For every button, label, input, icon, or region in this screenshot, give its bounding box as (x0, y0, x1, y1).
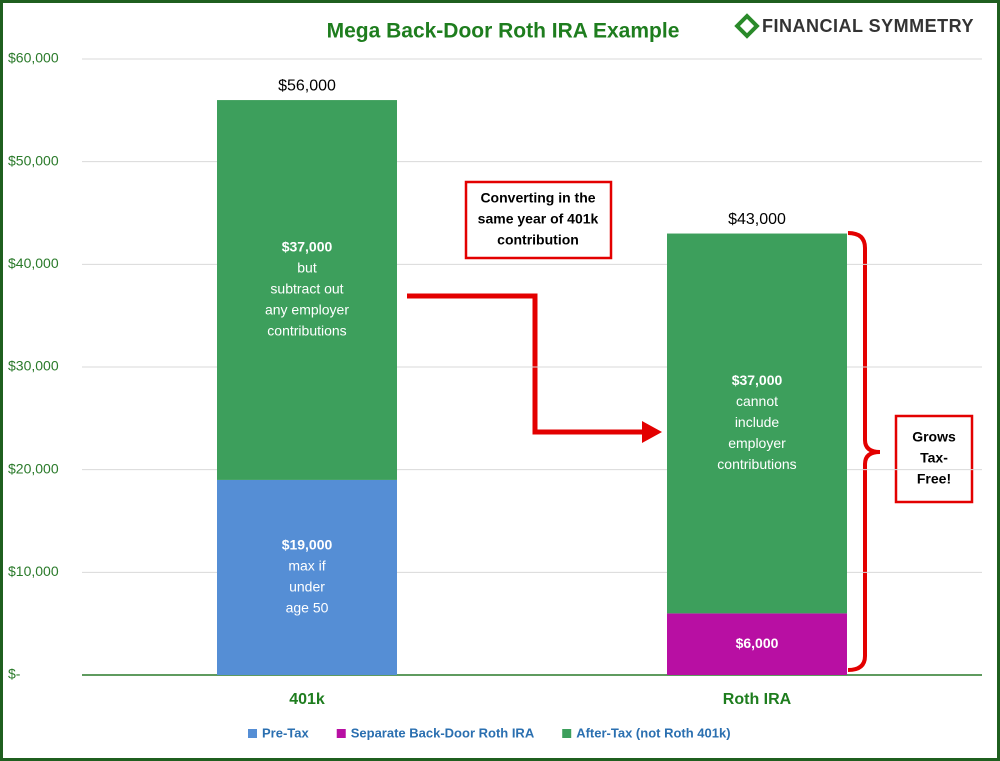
segment-note: cannot (736, 393, 778, 409)
y-tick-label: $60,000 (8, 50, 59, 66)
legend-swatch (336, 729, 346, 738)
value-label: $19,000 (282, 537, 333, 553)
annotation-text: Tax- (920, 450, 948, 466)
annotation-box (894, 414, 974, 504)
annotation-text: Converting in the (480, 190, 595, 206)
legend-label: Separate Back-Door Roth IRA (351, 725, 535, 740)
segment-note: subtract out (270, 281, 343, 297)
legend-label: After-Tax (not Roth 401k) (576, 725, 730, 740)
legend-swatch (248, 729, 257, 738)
segment-note: include (735, 414, 780, 430)
y-tick-label: $40,000 (8, 255, 59, 271)
segment-note: any employer (265, 302, 349, 318)
logo-icon (734, 13, 760, 39)
annotation-text: contribution (497, 232, 579, 248)
annotation-text: Grows (912, 429, 956, 445)
segment-note: but (297, 260, 317, 276)
chart-title: Mega Back-Door Roth IRA Example (327, 20, 680, 43)
bar-segment (217, 479, 397, 675)
value-label: $37,000 (282, 239, 333, 255)
annotation-text: same year of 401k (478, 211, 599, 227)
y-tick-label: $30,000 (8, 358, 59, 374)
segment-note: contributions (717, 456, 796, 472)
x-tick-label: Roth IRA (723, 691, 792, 708)
y-tick-label: $50,000 (8, 152, 59, 168)
bar-segment (217, 100, 397, 480)
bar-segment (667, 613, 847, 675)
segment-note: under (289, 579, 325, 595)
legend-label: Pre-Tax (262, 725, 309, 740)
y-tick-label: $10,000 (8, 563, 59, 579)
segment-note: employer (728, 435, 786, 451)
annotation-text: Free! (917, 471, 951, 487)
segment-note: age 50 (286, 600, 329, 616)
annotation-box (464, 180, 613, 260)
bar-segment (667, 233, 847, 614)
legend-swatch (562, 729, 572, 738)
y-tick-label: $20,000 (8, 460, 59, 476)
total-label: $43,000 (728, 211, 786, 228)
value-label: $37,000 (732, 372, 783, 388)
y-tick-label: $- (8, 666, 21, 682)
arrow-head (642, 421, 662, 443)
total-label: $56,000 (278, 77, 336, 94)
segment-note: max if (288, 558, 325, 574)
x-tick-label: 401k (289, 691, 325, 708)
value-label: $6,000 (736, 635, 779, 651)
logo-text: FINANCIAL SYMMETRY (762, 16, 974, 36)
bracket (847, 231, 881, 672)
logo: FINANCIAL SYMMETRY (734, 13, 974, 39)
arrow (407, 293, 645, 435)
segment-note: contributions (267, 323, 346, 339)
